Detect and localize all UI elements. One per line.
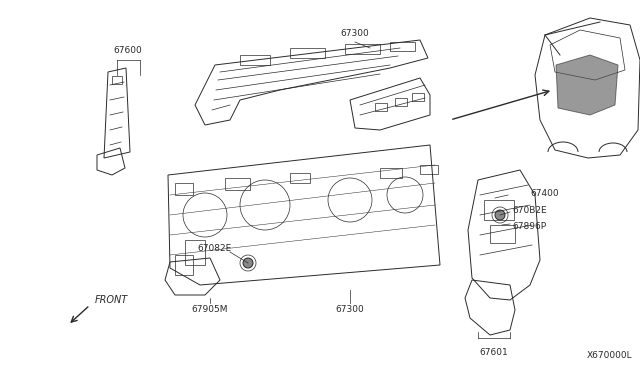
Circle shape — [495, 210, 505, 220]
Text: 67905M: 67905M — [192, 305, 228, 314]
Bar — [484, 200, 514, 220]
Circle shape — [243, 258, 253, 268]
Bar — [112, 76, 122, 84]
Bar — [345, 44, 380, 54]
Text: FRONT: FRONT — [95, 295, 128, 305]
Bar — [290, 48, 325, 58]
Polygon shape — [556, 55, 618, 115]
Bar — [395, 98, 407, 106]
Bar — [175, 255, 193, 275]
Bar — [225, 178, 250, 190]
Text: 67600: 67600 — [114, 46, 142, 55]
Text: 67400: 67400 — [530, 189, 559, 198]
Bar — [420, 165, 438, 174]
Text: 67896P: 67896P — [512, 221, 546, 231]
Bar — [185, 240, 205, 265]
Bar — [380, 168, 402, 178]
Bar — [175, 183, 193, 195]
Bar — [490, 225, 515, 243]
Text: 67601: 67601 — [479, 348, 508, 357]
Bar — [240, 55, 270, 65]
Text: 67082E: 67082E — [198, 244, 232, 253]
Bar — [375, 103, 387, 111]
Bar — [390, 42, 415, 51]
Text: 670B2E: 670B2E — [512, 205, 547, 215]
Bar — [290, 173, 310, 183]
Bar — [412, 93, 424, 101]
Text: 67300: 67300 — [340, 29, 369, 38]
Text: X670000L: X670000L — [586, 351, 632, 360]
Text: 67300: 67300 — [335, 305, 364, 314]
